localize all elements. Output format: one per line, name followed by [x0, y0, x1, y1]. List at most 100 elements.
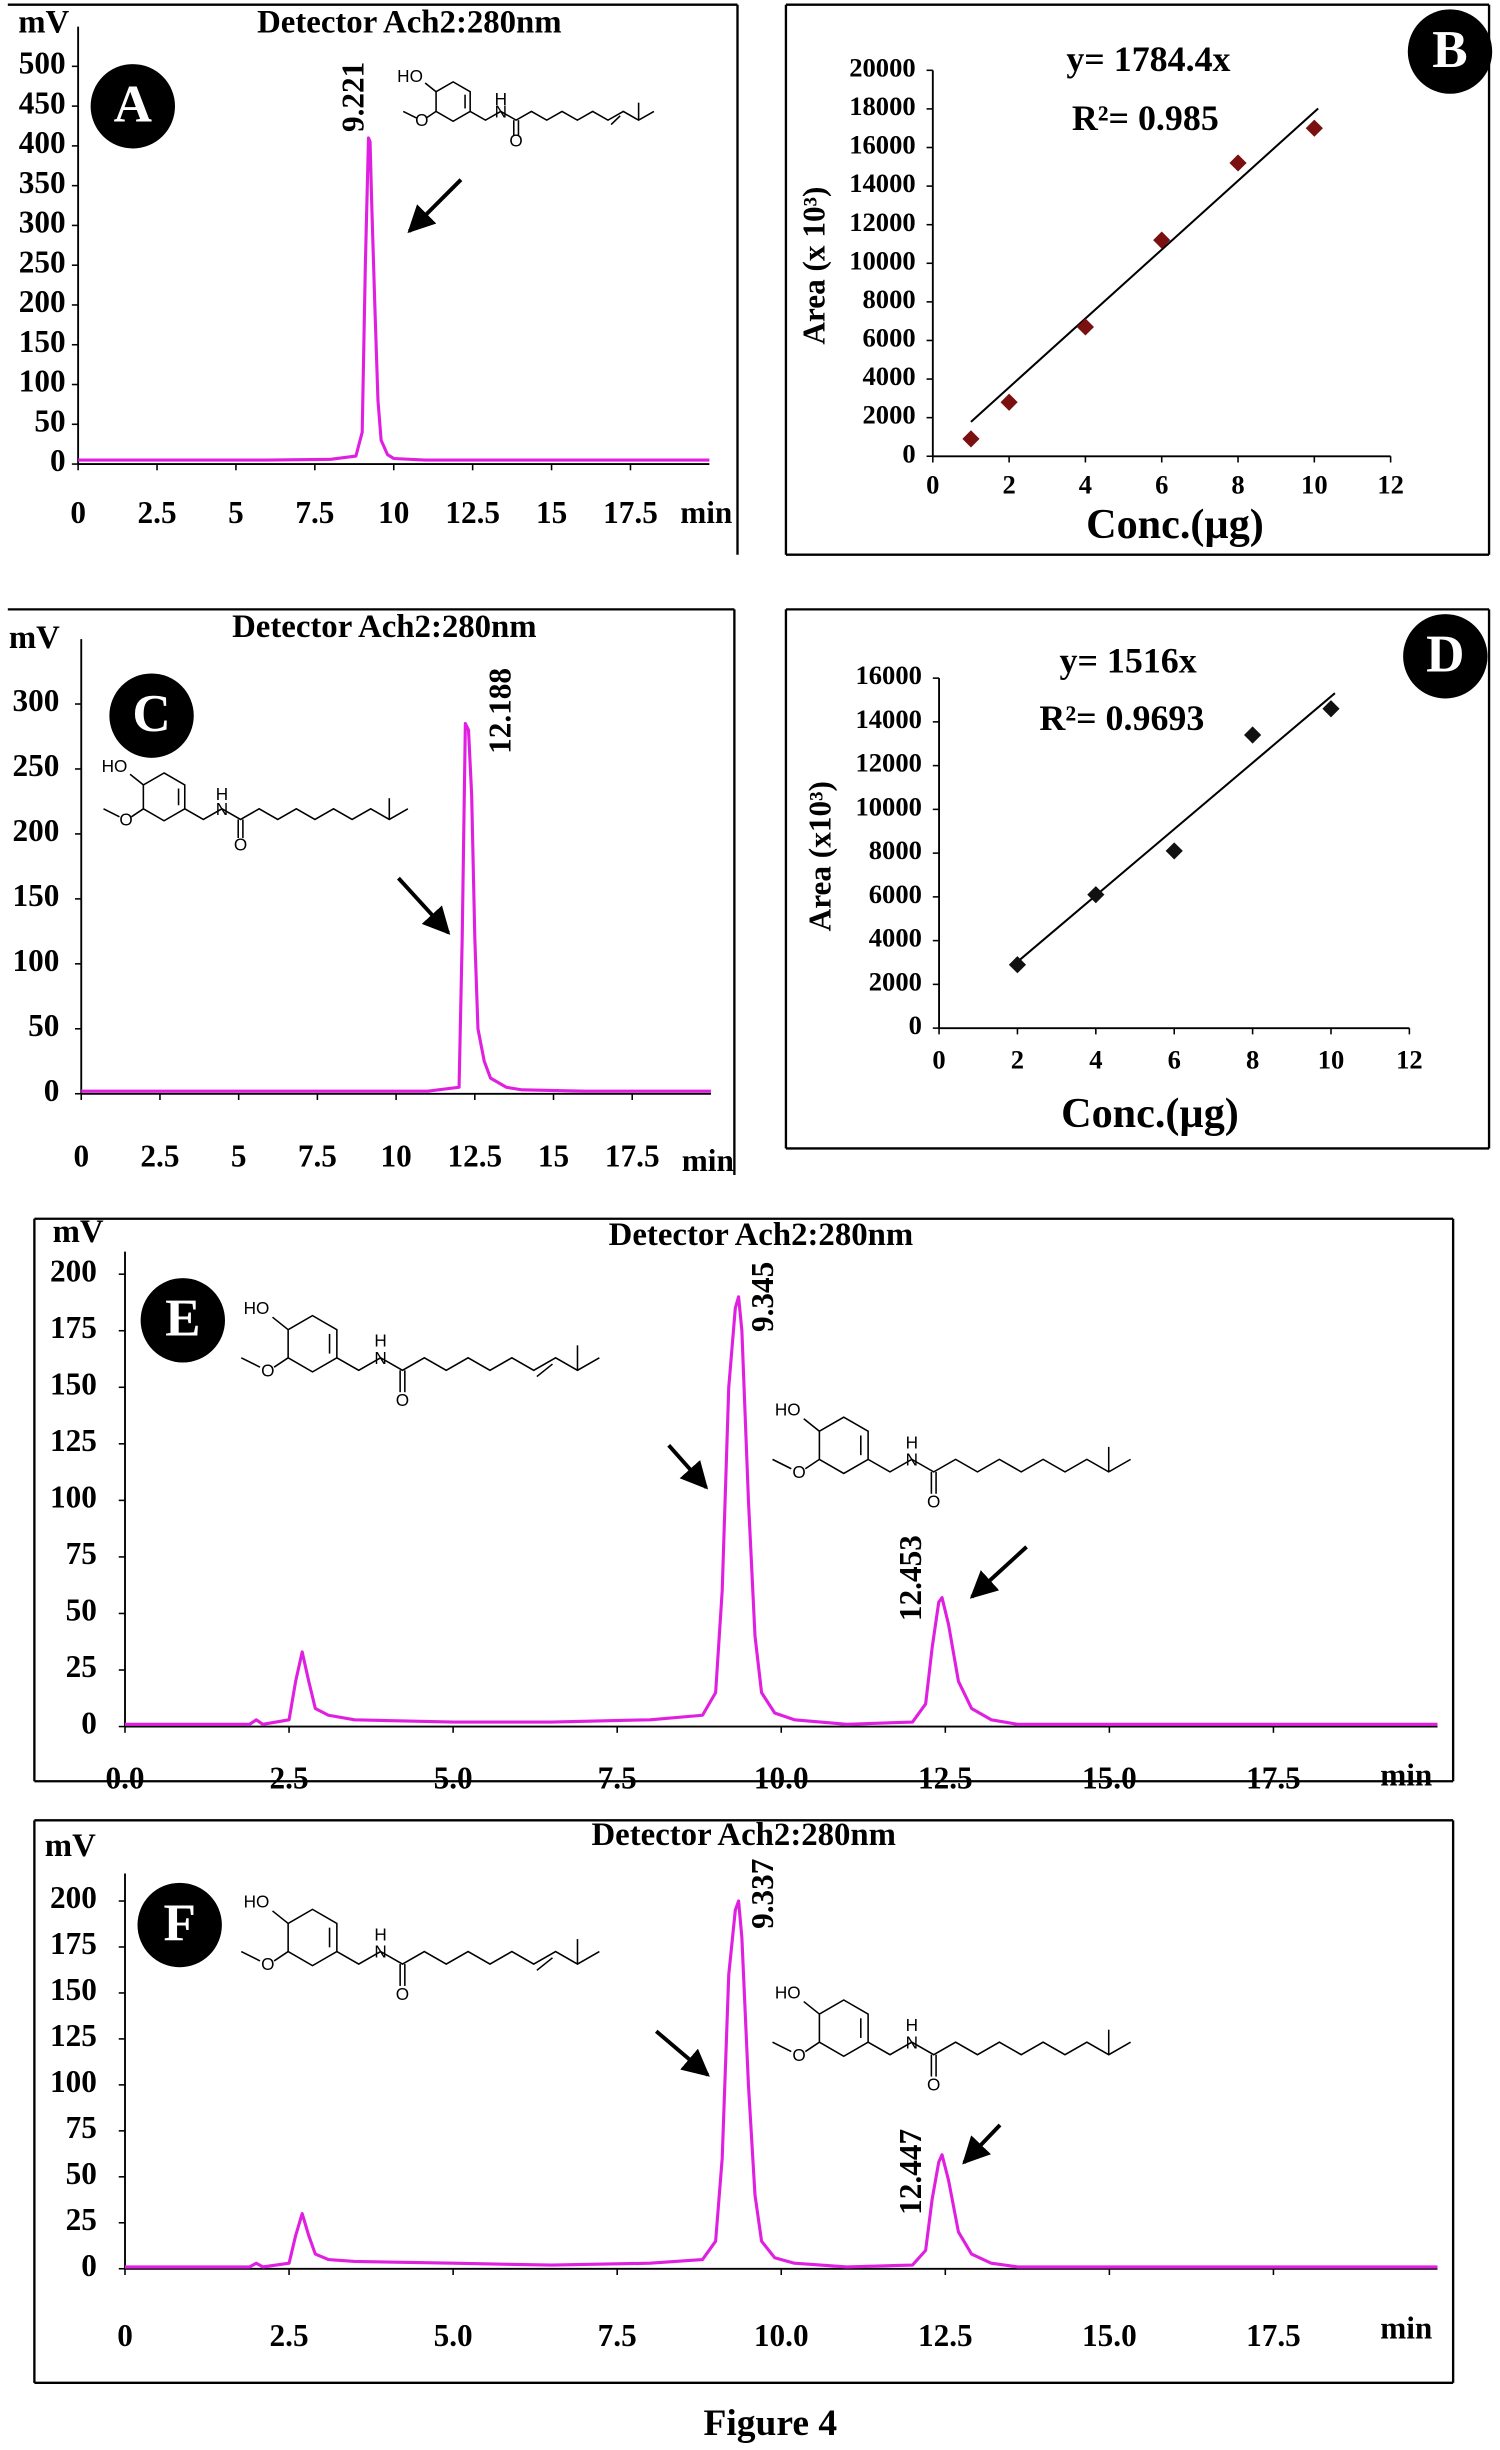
chart-title: Detector Ach2:280nm [257, 5, 562, 41]
x-tick-label: 7.5 [598, 1760, 637, 1795]
y-tick-label: 250 [19, 244, 66, 279]
x-tick-label: 15 [536, 495, 567, 530]
x-tick-label: 5 [228, 495, 244, 530]
y-tick-label: 8000 [869, 835, 922, 865]
panel-label: A [90, 64, 175, 149]
y-tick-label: 150 [50, 1972, 97, 2007]
chain [336, 1356, 600, 1372]
x-axis-label: min [680, 495, 732, 530]
data-point [1229, 154, 1247, 172]
atom-label: O [509, 131, 522, 151]
x-tick-label: 15.0 [1082, 1760, 1137, 1795]
y-tick-label: 450 [19, 85, 66, 120]
atom-label: H [216, 784, 228, 804]
y-tick-label: 2000 [863, 400, 916, 430]
x-axis-label: min [682, 1143, 734, 1178]
bond [130, 808, 144, 818]
x-tick-label: 10.0 [754, 1760, 809, 1795]
atom-label: N [374, 1348, 386, 1368]
y-tick-label: 18000 [849, 91, 915, 121]
y-tick-label: 50 [66, 1593, 97, 1628]
r-squared: R²= 0.9693 [1039, 698, 1204, 738]
x-tick-label: 12.5 [918, 1760, 973, 1795]
y-tick-label: 400 [19, 125, 66, 160]
chain [867, 2041, 1131, 2056]
atom-label: H [374, 1924, 386, 1944]
y-tick-label: 6000 [863, 323, 916, 353]
chart-title: Detector Ach2:280nm [232, 609, 537, 645]
arrow [667, 1444, 709, 1490]
y-tick-label: 150 [50, 1366, 97, 1401]
bond [804, 1458, 820, 1470]
atom-label: O [261, 1954, 274, 1974]
x-tick-label: 10 [378, 495, 409, 530]
peak-label: 9.337 [745, 1859, 780, 1929]
panel-letter: B [1432, 21, 1467, 79]
y-axis-label: mV [18, 5, 69, 41]
panel-badge [90, 64, 175, 149]
fit-line [970, 107, 1319, 423]
y-tick-label: 0 [902, 438, 915, 468]
peak-label: 12.188 [482, 668, 517, 754]
trace [125, 1295, 1438, 1726]
arrow [396, 876, 451, 935]
panel-letter: E [165, 1290, 200, 1348]
x-tick-label: 15.0 [1082, 2318, 1137, 2353]
y-tick-label: 150 [19, 324, 66, 359]
y-tick-label: 200 [50, 1880, 97, 1915]
data-point [1165, 842, 1183, 860]
x-tick-label: 10 [1318, 1045, 1345, 1075]
chart-title: Detector Ach2:280nm [591, 1817, 896, 1853]
y-axis-label: Area (x10³) [803, 781, 838, 931]
atom-label: O [396, 1390, 409, 1410]
x-tick-label: 12 [1396, 1045, 1423, 1075]
bond [272, 1316, 289, 1331]
data-point [1305, 119, 1323, 137]
data-point [1008, 956, 1027, 974]
y-tick-label: 300 [13, 683, 60, 718]
atom-label: H [495, 89, 507, 109]
atom-label: N [906, 2032, 918, 2052]
y-tick-label: 20000 [849, 52, 915, 82]
panel-letter: D [1426, 626, 1464, 684]
atom-label: N [374, 1942, 386, 1962]
x-tick-label: 0.0 [105, 1760, 144, 1795]
y-tick-label: 100 [50, 1480, 97, 1515]
bond [425, 110, 437, 119]
atom-label: O [261, 1360, 274, 1380]
bond [610, 115, 621, 126]
ring [287, 1908, 338, 1967]
atom-label: HO [244, 1298, 270, 1318]
x-tick-label: 7.5 [295, 495, 334, 530]
y-tick-label: 100 [50, 2064, 97, 2099]
y-tick-label: 4000 [863, 361, 916, 391]
x-tick-label: 12.5 [447, 1139, 502, 1174]
y-tick-label: 10000 [849, 245, 915, 275]
y-tick-label: 150 [13, 878, 60, 913]
x-tick-label: 10 [1301, 470, 1328, 500]
x-tick-label: 12 [1377, 470, 1404, 500]
x-tick-label: 8 [1231, 470, 1244, 500]
x-tick-label: 10.0 [754, 2318, 809, 2353]
y-tick-label: 4000 [869, 923, 922, 953]
peak-label: 12.453 [893, 1535, 928, 1621]
bond [772, 2041, 792, 2053]
y-tick-label: 125 [50, 2018, 97, 2053]
x-tick-label: 17.5 [605, 1139, 660, 1174]
x-tick-label: 15 [538, 1139, 569, 1174]
y-axis-label: Area (x 10³) [796, 187, 831, 345]
bond [803, 1418, 820, 1432]
y-tick-label: 16000 [855, 660, 921, 690]
chain [336, 1950, 600, 1965]
figure-caption: Figure 4 [703, 2403, 837, 2444]
x-tick-label: 7.5 [298, 1139, 337, 1174]
panel-letter: F [163, 1894, 195, 1952]
x-tick-label: 0 [73, 1139, 89, 1174]
x-tick-label: 17.5 [603, 495, 658, 530]
data-point [1322, 700, 1340, 718]
y-tick-label: 75 [66, 1536, 97, 1571]
y-tick-label: 100 [19, 364, 66, 399]
